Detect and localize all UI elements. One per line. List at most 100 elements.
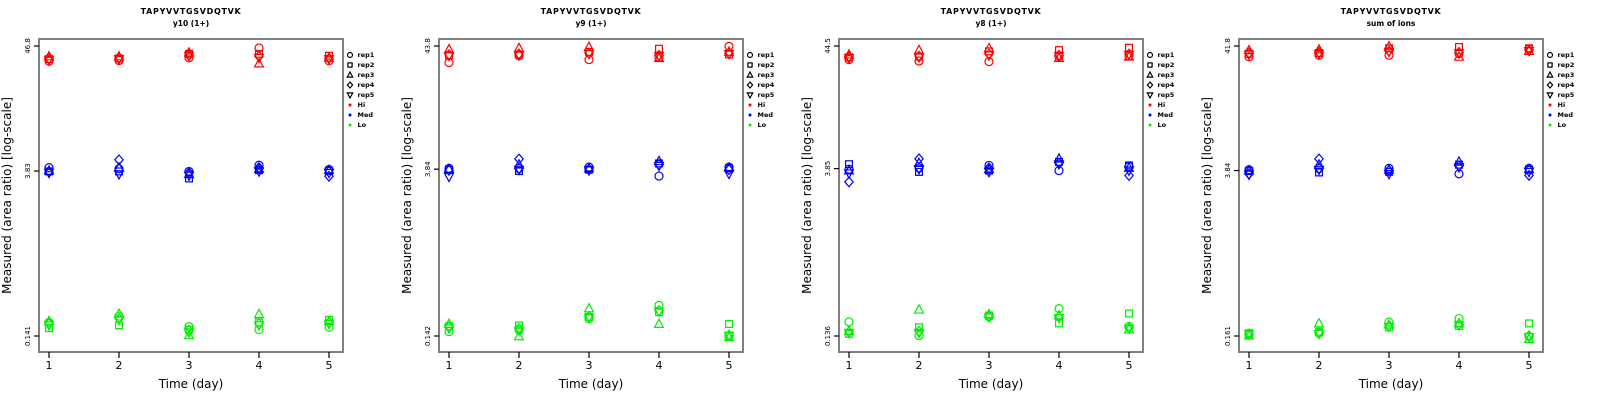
data-point-lo-day1-rep1	[844, 317, 854, 327]
data-point-med-day3-rep5	[583, 166, 595, 177]
data-point-lo-day2-rep3	[113, 307, 125, 318]
data-point-med-day3-rep2	[185, 174, 194, 183]
data-point-hi-day2-rep5	[913, 53, 925, 64]
x-tick-label: 1	[46, 359, 53, 372]
data-point-lo-day3-rep3	[183, 329, 195, 340]
y-axis-label: Measured (area ratio) [log-scale]	[800, 97, 814, 294]
data-point-med-day1-rep5	[1243, 170, 1255, 181]
data-point-hi-day2-rep5	[113, 55, 125, 66]
legend-label-rep5: rep5	[1558, 91, 1575, 99]
legend-rep4-marker-icon	[746, 81, 754, 89]
data-point-med-day5-rep5	[1523, 167, 1535, 178]
data-point-hi-day1-rep5	[1243, 50, 1255, 61]
legend-label-lo: Lo	[358, 121, 367, 129]
x-tick-label: 1	[1246, 359, 1253, 372]
data-point-lo-day1-rep3	[43, 315, 55, 326]
legend-label-rep4: rep4	[358, 81, 375, 89]
plot-box	[38, 38, 344, 353]
y-tick-label: 0.142	[424, 326, 432, 346]
data-point-hi-day4-rep2	[1455, 43, 1464, 52]
data-point-lo-day1-rep5	[843, 328, 855, 339]
legend-label-med: Med	[358, 111, 374, 119]
x-tick-label: 4	[1456, 359, 1463, 372]
data-point-med-day4-rep5	[253, 167, 265, 178]
data-point-lo-day4-rep1	[654, 300, 664, 310]
y-tick-label: 3.83	[24, 163, 32, 179]
legend-label-rep4: rep4	[1158, 81, 1175, 89]
data-point-hi-day3-rep3	[1383, 40, 1395, 51]
data-point-med-day1-rep5	[843, 169, 855, 180]
legend-label-rep2: rep2	[1558, 61, 1575, 69]
data-point-med-day3-rep4	[984, 162, 994, 174]
x-tick-label: 3	[186, 359, 193, 372]
data-point-hi-day5-rep5	[723, 49, 735, 60]
data-point-med-day2-rep4	[914, 153, 924, 165]
legend-label-hi: Hi	[1558, 101, 1566, 109]
data-point-lo-day2-rep2	[914, 323, 923, 332]
x-tick-label: 2	[116, 359, 123, 372]
data-point-med-day4-rep3	[1453, 155, 1465, 166]
data-point-hi-day4-rep5	[1053, 51, 1065, 62]
legend-rep5-marker-icon	[1546, 92, 1554, 100]
data-point-hi-day1-rep5	[43, 55, 55, 66]
data-point-lo-day4-rep5	[253, 321, 265, 332]
data-point-lo-day3-rep5	[583, 313, 595, 324]
data-point-lo-day2-rep3	[513, 330, 525, 341]
data-point-lo-day4-rep3	[253, 308, 265, 319]
data-point-lo-day2-rep3	[913, 303, 925, 314]
x-tick-label: 5	[326, 359, 333, 372]
data-point-med-day3-rep5	[983, 167, 995, 179]
data-point-lo-day5-rep5	[323, 319, 335, 330]
x-axis-label: Time (day)	[558, 377, 624, 391]
data-point-lo-day3-rep5	[183, 328, 195, 339]
data-point-med-day2-rep4	[514, 153, 524, 165]
legend-label-rep1: rep1	[1558, 51, 1575, 59]
y-tick-label: 46.8	[24, 38, 32, 54]
legend-label-rep4: rep4	[758, 81, 775, 89]
data-point-med-day2-rep5	[1313, 165, 1325, 176]
data-point-med-day2-rep5	[513, 165, 525, 176]
x-tick-label: 5	[1126, 359, 1133, 372]
x-axis-label: Time (day)	[958, 377, 1024, 391]
legend-label-rep5: rep5	[358, 91, 375, 99]
data-point-med-day4-rep1	[1054, 165, 1064, 176]
legend-label-rep3: rep3	[1558, 71, 1575, 79]
legend-rep5-marker-icon	[1146, 92, 1154, 100]
data-point-hi-day3-rep5	[983, 51, 995, 62]
data-point-med-day3-rep5	[183, 171, 195, 182]
y-tick-label: 0.141	[24, 326, 32, 346]
legend-rep1-marker-icon	[1546, 51, 1554, 59]
chart-subtitle: y8 (1+)	[975, 19, 1006, 28]
data-point-lo-day5-rep2	[725, 320, 734, 329]
x-tick-label: 5	[1526, 359, 1533, 372]
legend-rep1-marker-icon	[1146, 51, 1154, 59]
legend-rep4-marker-icon	[1146, 81, 1154, 89]
data-point-med-day4-rep5	[1453, 163, 1465, 174]
legend-label-med: Med	[1558, 111, 1574, 119]
data-point-lo-day3-rep5	[1383, 322, 1395, 333]
legend-label-rep1: rep1	[758, 51, 775, 59]
data-point-lo-day5-rep5	[1123, 324, 1135, 335]
data-point-lo-day1-rep3	[843, 325, 855, 336]
legend-label-hi: Hi	[1158, 101, 1166, 109]
data-point-med-day3-rep5	[1383, 169, 1395, 180]
x-axis-label: Time (day)	[158, 377, 224, 391]
data-point-lo-day2-rep5	[113, 315, 125, 326]
data-point-hi-day5-rep5	[1523, 46, 1535, 58]
data-point-med-day4-rep1	[254, 160, 264, 170]
legend-rep5-marker-icon	[746, 92, 754, 100]
legend-label-rep1: rep1	[358, 51, 375, 59]
x-axis-label: Time (day)	[1358, 377, 1424, 391]
data-point-med-day5-rep4	[324, 170, 334, 182]
data-point-lo-day4-rep5	[1453, 321, 1465, 332]
legend-rep2-marker-icon	[747, 62, 753, 68]
data-point-med-day2-rep2	[914, 167, 923, 176]
y-axis-label: Measured (area ratio) [log-scale]	[400, 97, 414, 294]
legend-label-rep3: rep3	[758, 71, 775, 79]
legend-label-lo: Lo	[1158, 121, 1167, 129]
chart-svg: TAPYVVTGSVDQTVK sum of ions 41.8 3.84 0.161 1…	[1200, 7, 1575, 391]
data-point-med-day3-rep3	[1383, 163, 1395, 174]
data-point-med-day2-rep2	[1314, 168, 1323, 177]
data-point-med-day4-rep3	[653, 155, 665, 166]
y-axis-label: Measured (area ratio) [log-scale]	[0, 97, 14, 294]
